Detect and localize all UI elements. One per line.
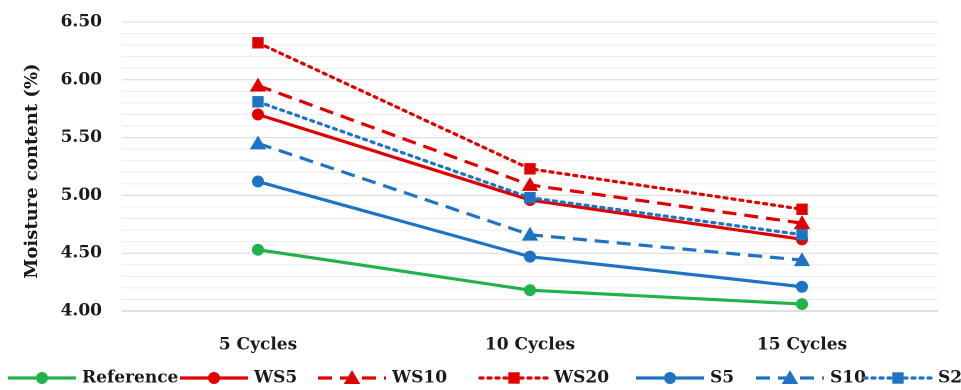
series-s10 [249,135,811,267]
series-s5 [252,175,808,293]
data-point [252,175,264,188]
data-point [521,177,539,191]
legend-marker [208,372,220,384]
y-tick-label: 5.50 [61,127,103,147]
data-point [524,284,536,297]
x-tick-label: 5 Cycles [219,335,297,355]
legend-label: S20 [938,368,961,388]
legend-item-ws20: WS20 [478,368,609,388]
data-point [252,96,264,108]
y-axis-ticks: 4.00 4.50 5.00 5.50 6.00 6.50 [61,12,103,321]
legend-item-s10: S10 [756,368,866,388]
data-point [249,135,267,150]
data-point [249,77,267,92]
legend-item-ws10: WS10 [318,368,447,388]
legend-marker [36,372,48,384]
legend-label: S10 [830,368,866,388]
data-point [524,192,536,204]
y-axis-label: Moisture content (%) [21,63,42,278]
series-ws10 [249,77,811,230]
x-tick-label: 10 Cycles [485,335,575,355]
data-point [521,226,539,241]
legend-item-s5: S5 [636,368,734,388]
legend-marker [664,372,676,384]
legend-label: Reference [82,368,179,388]
data-point [796,229,808,241]
legend-label: WS5 [253,368,297,388]
legend-marker [343,370,361,384]
y-tick-label: 4.00 [61,301,103,321]
data-point [524,250,536,263]
legend-marker [508,372,520,384]
x-tick-label: 15 Cycles [757,335,847,355]
legend: Reference WS5 WS10 WS20 S5 S10 S20 [8,368,961,388]
data-point [252,243,264,256]
legend-label: WS20 [553,368,609,388]
data-point [793,252,811,267]
data-point [796,203,808,215]
data-point [793,215,811,230]
data-point [524,163,536,175]
x-axis-ticks: 5 Cycles 10 Cycles 15 Cycles [219,335,847,355]
data-point [796,298,808,311]
y-tick-label: 5.00 [61,185,103,205]
data-point [796,280,808,293]
legend-item-reference: Reference [8,368,179,388]
series-reference [252,243,808,311]
legend-label: WS10 [391,368,447,388]
series-line [257,112,803,241]
data-point [252,37,264,49]
series-ws20 [252,37,808,215]
legend-item-ws5: WS5 [180,368,297,388]
y-tick-label: 6.00 [61,69,103,89]
y-tick-label: 4.50 [61,243,103,263]
legend-marker [781,370,799,384]
legend-label: S5 [710,368,734,388]
legend-marker [892,372,904,384]
y-tick-label: 6.50 [61,12,103,32]
legend-item-s20: S20 [862,368,961,388]
series-s20 [252,96,808,241]
series-lines [249,37,811,311]
data-point [252,108,264,121]
